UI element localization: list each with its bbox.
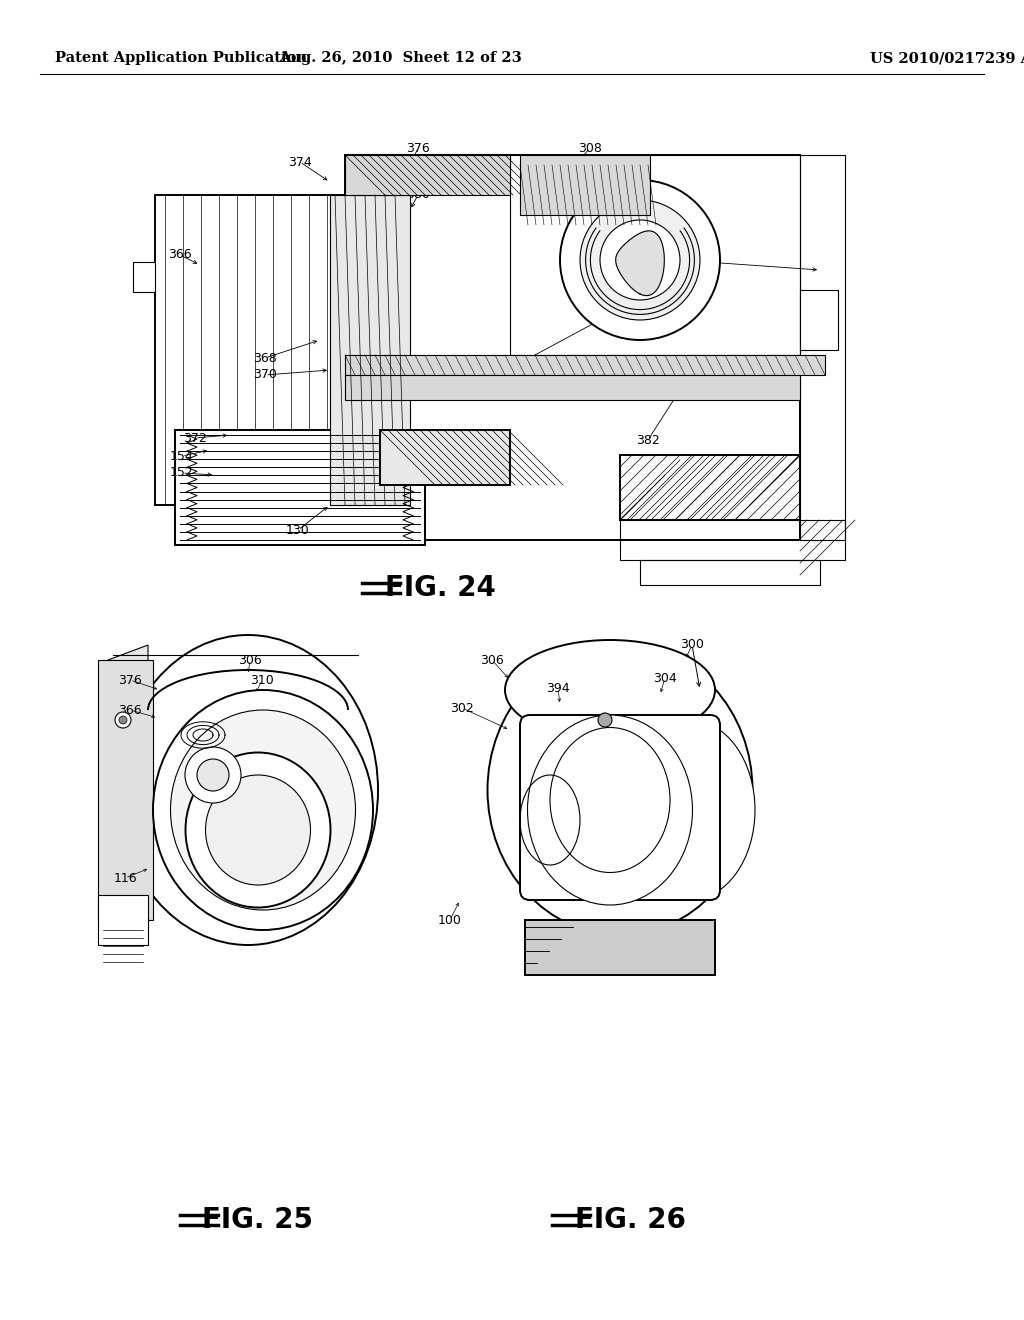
Circle shape bbox=[600, 220, 680, 300]
Bar bbox=[380, 430, 510, 484]
Bar bbox=[620, 520, 845, 560]
Text: 376: 376 bbox=[407, 141, 430, 154]
Text: Aug. 26, 2010  Sheet 12 of 23: Aug. 26, 2010 Sheet 12 of 23 bbox=[279, 51, 521, 65]
Ellipse shape bbox=[185, 752, 331, 908]
Bar bbox=[98, 895, 148, 945]
Text: 320: 320 bbox=[510, 355, 534, 368]
Text: 384: 384 bbox=[306, 711, 330, 725]
Bar bbox=[155, 195, 350, 506]
Circle shape bbox=[119, 715, 127, 723]
Text: 392: 392 bbox=[521, 189, 545, 202]
Text: 154: 154 bbox=[170, 450, 194, 462]
Bar bbox=[175, 430, 425, 545]
Text: 308: 308 bbox=[260, 693, 284, 706]
Bar bbox=[133, 261, 155, 292]
Circle shape bbox=[185, 747, 241, 803]
Text: 316: 316 bbox=[667, 253, 690, 267]
Text: 310: 310 bbox=[250, 673, 273, 686]
Circle shape bbox=[197, 759, 229, 791]
Bar bbox=[345, 154, 800, 540]
Polygon shape bbox=[108, 645, 148, 935]
Bar bbox=[620, 455, 800, 520]
Text: 100: 100 bbox=[438, 913, 462, 927]
Text: 304: 304 bbox=[653, 672, 677, 685]
Bar bbox=[510, 154, 800, 355]
Bar bbox=[345, 355, 825, 375]
Bar bbox=[98, 660, 153, 920]
Bar bbox=[800, 290, 838, 350]
Text: 382: 382 bbox=[636, 433, 659, 446]
Text: 378: 378 bbox=[466, 385, 489, 399]
Text: 116: 116 bbox=[114, 871, 137, 884]
Ellipse shape bbox=[171, 710, 355, 909]
Polygon shape bbox=[615, 231, 665, 296]
Text: 306: 306 bbox=[480, 653, 504, 667]
Ellipse shape bbox=[505, 640, 715, 741]
Text: 372: 372 bbox=[183, 432, 207, 445]
Bar bbox=[520, 154, 650, 215]
Circle shape bbox=[580, 201, 700, 319]
FancyBboxPatch shape bbox=[520, 715, 720, 900]
Circle shape bbox=[560, 180, 720, 341]
Ellipse shape bbox=[206, 775, 310, 884]
Text: 164: 164 bbox=[641, 474, 665, 487]
Text: Patent Application Publication: Patent Application Publication bbox=[55, 51, 307, 65]
Text: 392: 392 bbox=[194, 723, 217, 737]
Circle shape bbox=[598, 713, 612, 727]
Text: FIG. 24: FIG. 24 bbox=[385, 574, 496, 602]
Text: 376: 376 bbox=[118, 673, 142, 686]
Text: US 2010/0217239 A1: US 2010/0217239 A1 bbox=[870, 51, 1024, 65]
Text: 300: 300 bbox=[680, 639, 703, 652]
Bar bbox=[525, 920, 715, 975]
Text: 368: 368 bbox=[253, 351, 276, 364]
Bar bbox=[800, 154, 845, 540]
Text: 366: 366 bbox=[168, 248, 191, 261]
Text: 386: 386 bbox=[296, 731, 319, 744]
Text: 308: 308 bbox=[579, 141, 602, 154]
Ellipse shape bbox=[487, 645, 753, 935]
Text: 366: 366 bbox=[118, 704, 141, 717]
Text: 380: 380 bbox=[407, 189, 430, 202]
Bar bbox=[345, 154, 510, 195]
Ellipse shape bbox=[625, 719, 755, 900]
Bar bbox=[345, 375, 800, 400]
Text: 100: 100 bbox=[226, 913, 250, 927]
Text: 128: 128 bbox=[403, 432, 427, 445]
Text: 306: 306 bbox=[239, 653, 262, 667]
Text: 320: 320 bbox=[188, 742, 212, 755]
Text: 152: 152 bbox=[170, 466, 194, 479]
Bar bbox=[640, 560, 820, 585]
Text: 130: 130 bbox=[286, 524, 310, 536]
Text: 302: 302 bbox=[451, 701, 474, 714]
Text: 370: 370 bbox=[253, 368, 276, 381]
Ellipse shape bbox=[118, 635, 378, 945]
Text: 382: 382 bbox=[206, 813, 229, 826]
Text: 394: 394 bbox=[546, 681, 569, 694]
Text: 374: 374 bbox=[288, 156, 312, 169]
Circle shape bbox=[115, 711, 131, 729]
Text: FIG. 26: FIG. 26 bbox=[574, 1206, 685, 1234]
Bar bbox=[330, 195, 410, 506]
Ellipse shape bbox=[153, 690, 373, 931]
Text: FIG. 25: FIG. 25 bbox=[203, 1206, 313, 1234]
Ellipse shape bbox=[527, 715, 692, 906]
